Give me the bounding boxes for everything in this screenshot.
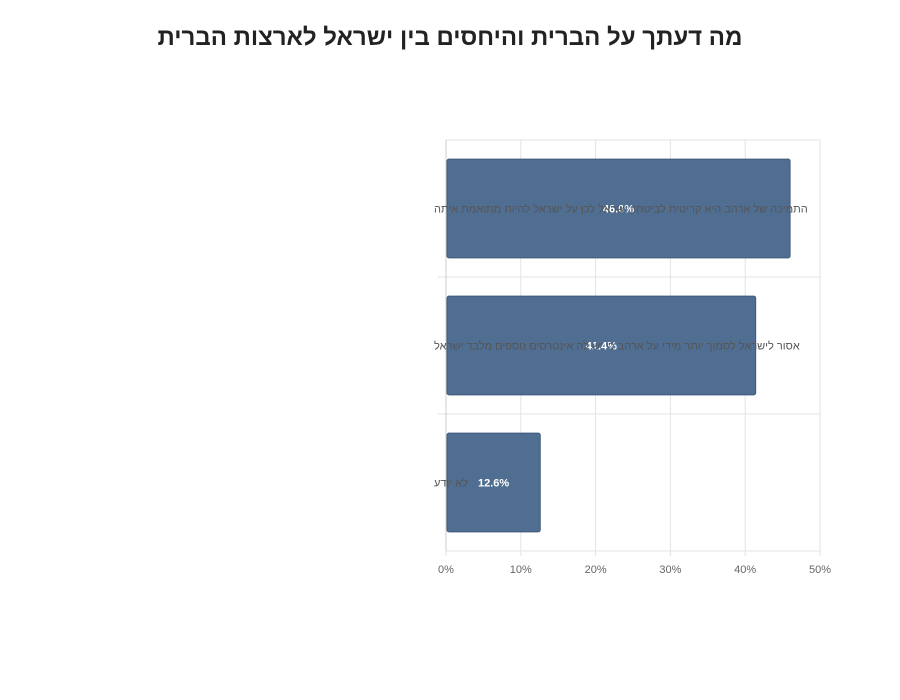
data-label: 46.0% xyxy=(603,204,634,216)
category-label: לא יודע xyxy=(434,477,468,490)
bar xyxy=(446,158,791,259)
category-label: אסור לישראל לסמוך יותר מידי על ארהב כי י… xyxy=(434,340,800,353)
x-tick-label: 10% xyxy=(510,564,532,576)
x-tick-label: 40% xyxy=(734,564,756,576)
x-tick-label: 30% xyxy=(659,564,681,576)
x-tick-label: 50% xyxy=(809,564,831,576)
x-axis-ticks: 0% 10% 20% 30% 40% 50% xyxy=(438,564,831,576)
data-label: 12.6% xyxy=(478,478,509,490)
labels-layer: 46.0%התמיכה של ארהב היא קריטית לביטחון י… xyxy=(434,203,808,490)
category-label: התמיכה של ארהב היא קריטית לביטחון ישראל … xyxy=(434,203,808,216)
x-tick-label: 0% xyxy=(438,564,454,576)
bar xyxy=(446,295,757,396)
x-tick-label: 20% xyxy=(585,564,607,576)
bars-layer xyxy=(446,158,791,533)
bar xyxy=(446,432,541,533)
chart-title: מה דעתך על הברית והיחסים בין ישראל לארצו… xyxy=(157,24,743,51)
data-label: 41.4% xyxy=(586,341,617,353)
